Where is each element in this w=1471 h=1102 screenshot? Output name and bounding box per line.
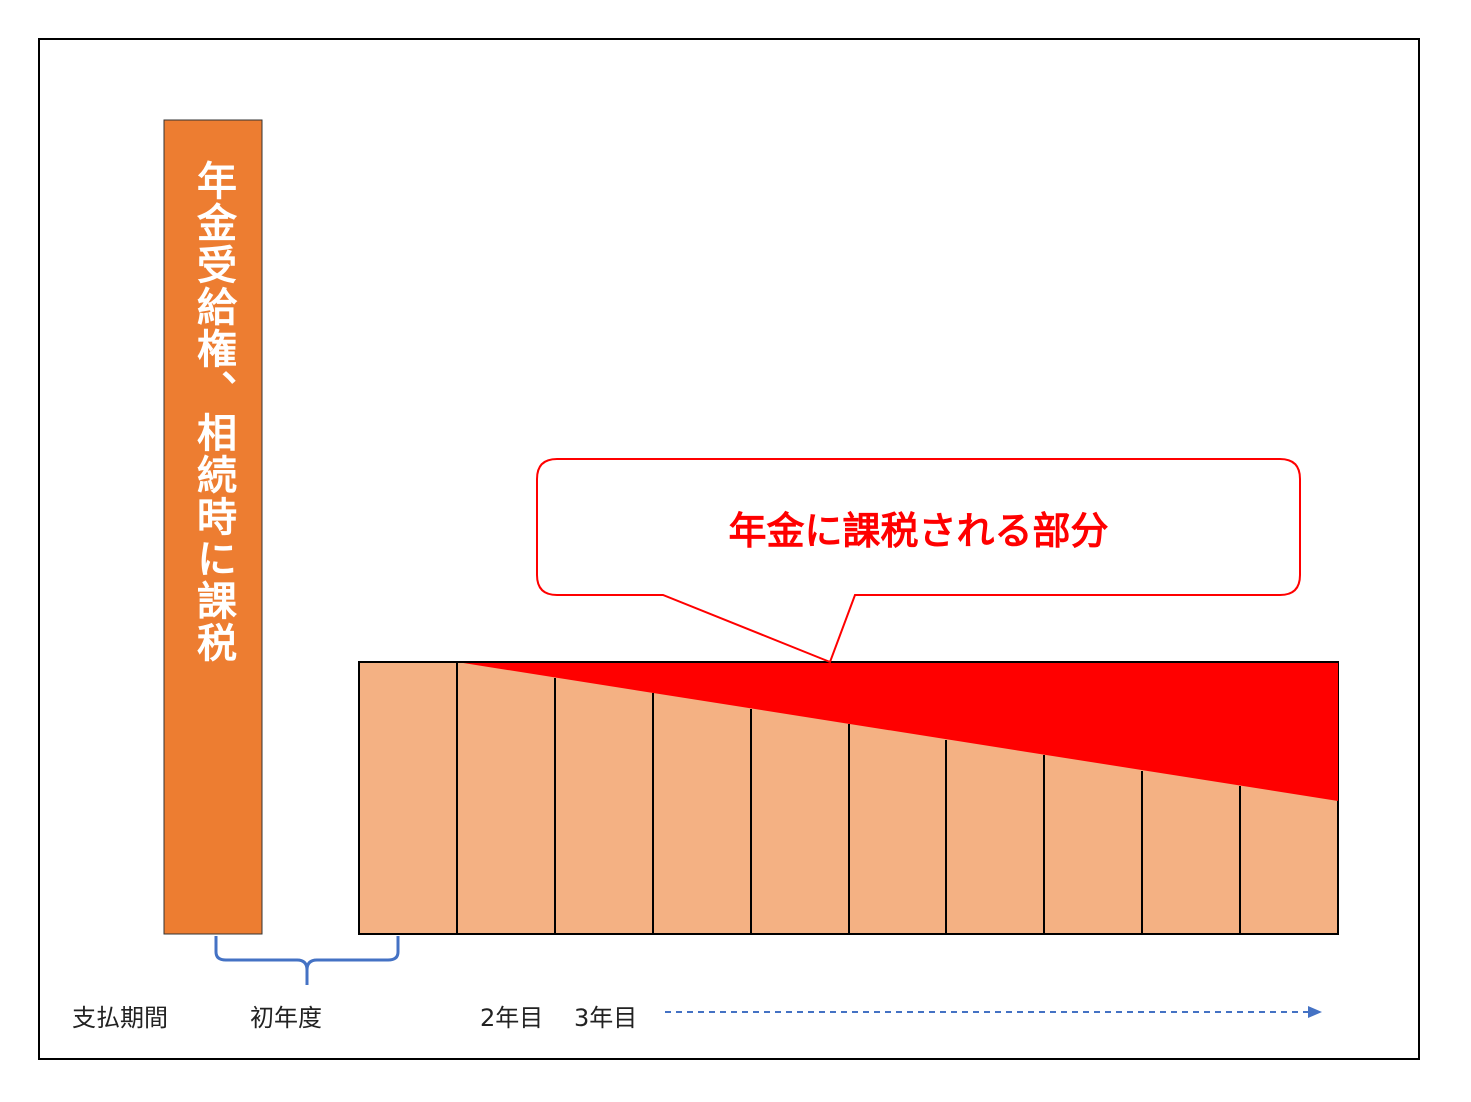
first-year-label: 初年度 — [250, 1004, 322, 1032]
callout-text: 年金に課税される部分 — [728, 509, 1109, 553]
orange-bar — [163, 119, 263, 935]
arrow-head — [1308, 1006, 1322, 1018]
third-year-label: 3年目 — [574, 1004, 638, 1032]
bar-label: 年金受給権、相続時に課税 — [190, 160, 236, 664]
callout-box — [536, 458, 1301, 664]
second-year-label: 2年目 — [480, 1004, 544, 1032]
column-lines — [359, 661, 1338, 935]
brace — [214, 936, 400, 985]
taxed-area — [457, 662, 1338, 801]
period-label: 支払期間 — [72, 1004, 168, 1032]
frame — [38, 38, 1420, 1060]
